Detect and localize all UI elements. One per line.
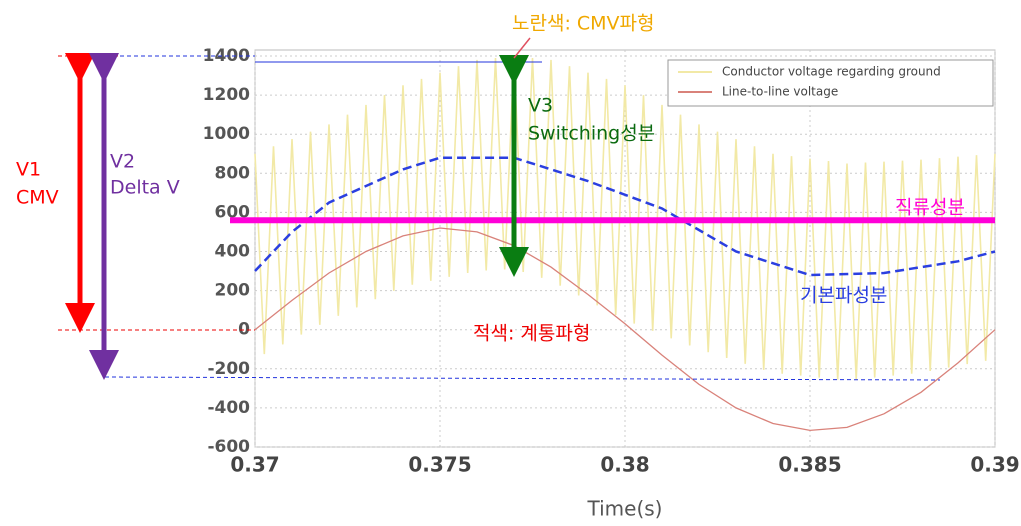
y-tick-label: -600 [207,437,250,457]
annotation: V2 [110,151,135,173]
annotation: Switching성분 [528,123,655,145]
y-tick-label: 1000 [203,124,250,144]
x-tick-label: 0.385 [778,453,841,477]
annotation: 적색: 계통파형 [473,323,590,345]
series-line [254,227,996,432]
series-line [254,156,996,277]
y-tick-label: -400 [207,398,250,418]
x-tick-label: 0.375 [408,453,471,477]
annotation: Delta V [110,177,180,199]
y-tick-label: 800 [215,163,251,183]
annotation: V1 [16,159,41,181]
guide-line [104,376,941,381]
fundamental-label: 기본파성분 [800,285,887,307]
x-tick-label: 0.38 [600,453,649,477]
x-tick-label: 0.39 [970,453,1019,477]
legend-label: Line-to-line voltage [722,85,838,99]
annotation: V3 [528,95,553,117]
y-tick-label: 400 [215,242,251,262]
series-line [254,55,996,380]
x-axis-label: Time(s) [587,497,663,521]
legend-label: Conductor voltage regarding ground [722,65,941,79]
legend-box [667,59,994,107]
y-tick-label: -200 [207,359,250,379]
x-tick-label: 0.37 [230,453,279,477]
y-tick-label: 1200 [203,85,250,105]
y-tick-label: 0 [238,320,250,340]
annotation: 노란색: CMV파형 [512,13,655,35]
dc-label: 직류성분 [895,197,965,219]
annotation: CMV [16,187,59,209]
pointer [513,37,531,59]
y-tick-label: 200 [215,281,251,301]
